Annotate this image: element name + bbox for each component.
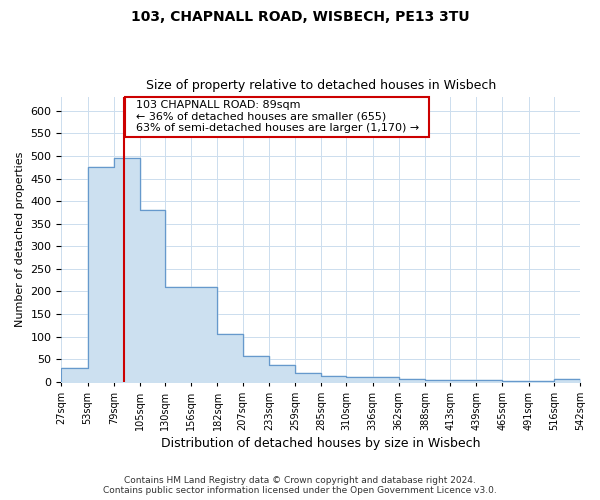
Polygon shape <box>61 158 580 382</box>
Title: Size of property relative to detached houses in Wisbech: Size of property relative to detached ho… <box>146 79 496 92</box>
Y-axis label: Number of detached properties: Number of detached properties <box>15 152 25 327</box>
Text: 103, CHAPNALL ROAD, WISBECH, PE13 3TU: 103, CHAPNALL ROAD, WISBECH, PE13 3TU <box>131 10 469 24</box>
Text: Contains HM Land Registry data © Crown copyright and database right 2024.
Contai: Contains HM Land Registry data © Crown c… <box>103 476 497 495</box>
X-axis label: Distribution of detached houses by size in Wisbech: Distribution of detached houses by size … <box>161 437 481 450</box>
Text: 103 CHAPNALL ROAD: 89sqm
  ← 36% of detached houses are smaller (655)
  63% of s: 103 CHAPNALL ROAD: 89sqm ← 36% of detach… <box>129 100 426 134</box>
